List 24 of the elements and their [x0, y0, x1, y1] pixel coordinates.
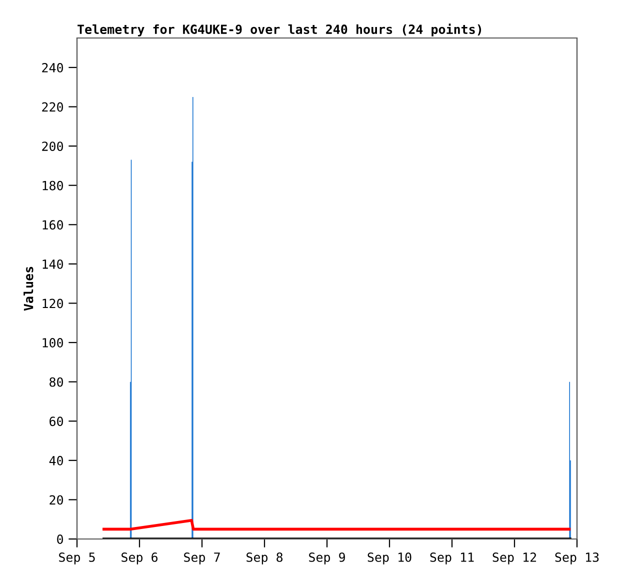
- y-tick-label: 60: [50, 416, 63, 426]
- y-tick-label: 180: [42, 180, 63, 190]
- y-tick-label: 220: [42, 102, 63, 112]
- x-tick-label: Sep 10: [368, 552, 412, 564]
- x-tick-label: Sep 13: [555, 552, 599, 564]
- x-tick-label: Sep 9: [309, 552, 345, 564]
- x-tick-label: Sep 11: [430, 552, 474, 564]
- y-tick-label: 140: [42, 259, 63, 269]
- y-tick-label: 20: [50, 495, 63, 505]
- y-tick-label: 120: [42, 298, 63, 308]
- y-tick-label: 160: [42, 220, 63, 230]
- y-tick-label: 100: [42, 338, 63, 348]
- y-tick-label: 240: [42, 62, 63, 72]
- x-tick-label: Sep 8: [246, 552, 283, 564]
- x-tick-label: Sep 5: [59, 552, 95, 564]
- y-tick-label: 80: [50, 377, 63, 387]
- chart-title: Telemetry for KG4UKE-9 over last 240 hours (24 points): [78, 24, 482, 36]
- y-axis-title: Values: [24, 266, 34, 311]
- x-tick-label: Sep 6: [122, 552, 158, 564]
- y-tick-label: 0: [57, 534, 63, 544]
- y-tick-label: 40: [49, 456, 63, 466]
- x-tick-label: Sep 12: [492, 552, 536, 564]
- x-tick-label: Sep 7: [184, 552, 220, 564]
- y-tick-label: 200: [42, 142, 63, 152]
